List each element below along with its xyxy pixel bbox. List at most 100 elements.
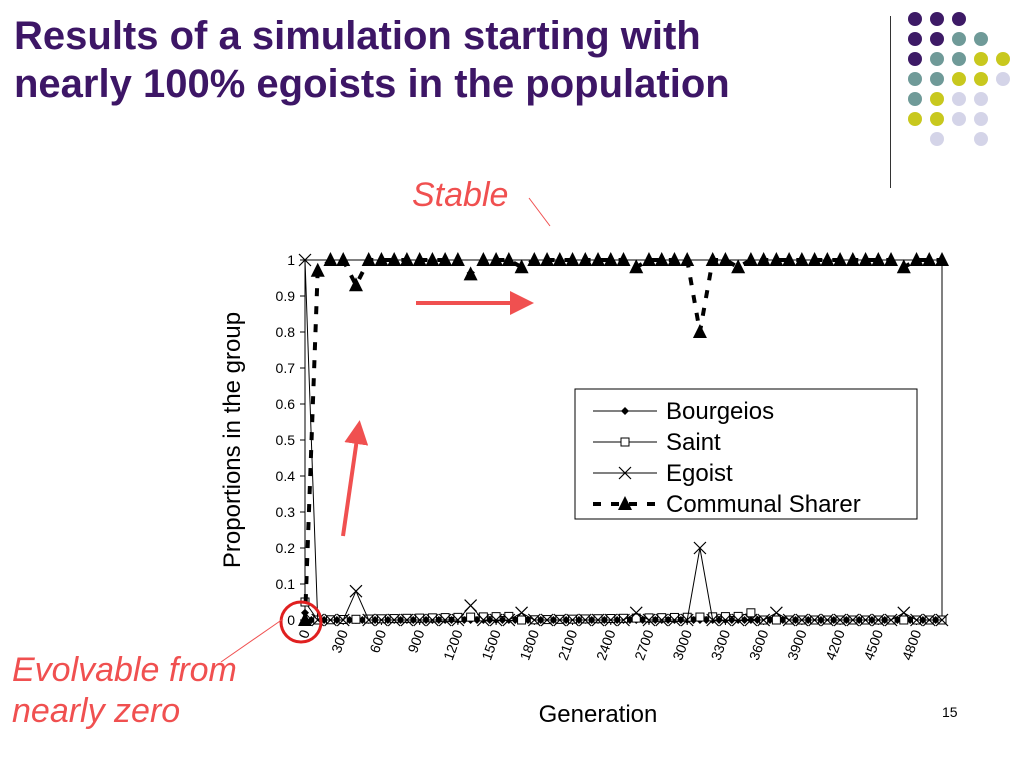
x-tick-label: 3900 xyxy=(784,627,810,662)
data-point-marker xyxy=(553,613,567,627)
data-point-marker xyxy=(680,252,695,266)
data-point-marker xyxy=(351,614,361,624)
data-point-marker xyxy=(743,252,758,266)
data-point-marker xyxy=(922,252,937,266)
data-point-marker xyxy=(438,252,453,266)
y-tick-label: 0.6 xyxy=(276,396,296,412)
data-point-marker xyxy=(336,613,350,627)
data-point-marker xyxy=(744,613,758,627)
legend: Bourgeios Saint Egoist Communal Sharer xyxy=(574,388,918,520)
data-point-marker xyxy=(820,252,835,266)
slide-title-line-1: Results of a simulation starting with xyxy=(14,14,701,58)
data-point-marker xyxy=(476,613,490,627)
data-point-marker xyxy=(896,259,911,274)
decorative-dot xyxy=(930,132,944,146)
decorative-dot xyxy=(908,32,922,46)
data-point-marker xyxy=(502,613,516,627)
data-point-marker xyxy=(808,613,822,627)
data-point-marker xyxy=(415,613,425,623)
decorative-dot xyxy=(908,52,922,66)
data-point-marker xyxy=(476,252,491,266)
data-point-marker xyxy=(718,613,732,627)
data-point-marker xyxy=(438,613,452,627)
series-line xyxy=(304,259,942,621)
data-point-marker xyxy=(884,252,899,266)
data-point-marker xyxy=(514,259,529,274)
page-number: 15 xyxy=(942,704,958,720)
decorative-dot xyxy=(908,112,922,126)
data-point-marker xyxy=(450,252,465,266)
arrow-up xyxy=(341,420,369,537)
x-tick-label: 300 xyxy=(328,627,351,655)
data-point-marker xyxy=(591,613,605,627)
data-point-marker xyxy=(631,613,641,623)
legend-entry: Communal Sharer xyxy=(593,491,861,518)
decorative-dot xyxy=(952,32,966,46)
data-point-marker xyxy=(871,613,885,627)
data-point-marker xyxy=(425,252,440,266)
data-point-marker xyxy=(769,606,783,620)
series-egoist xyxy=(298,253,949,627)
data-point-marker xyxy=(580,614,590,624)
data-point-marker xyxy=(413,613,427,627)
data-point-marker xyxy=(617,613,630,627)
data-point-marker xyxy=(402,613,412,623)
data-point-marker xyxy=(451,613,465,627)
x-tick-label: 2100 xyxy=(555,627,581,662)
data-point-marker xyxy=(412,252,427,266)
data-point-marker xyxy=(618,496,632,510)
data-point-marker xyxy=(362,613,376,627)
x-tick-label: 3000 xyxy=(669,627,695,662)
data-point-marker xyxy=(669,612,679,622)
data-point-marker xyxy=(769,252,784,266)
data-point-marker xyxy=(400,613,414,627)
data-point-marker xyxy=(349,584,363,598)
data-point-marker xyxy=(705,252,720,266)
legend-entry: Saint xyxy=(593,429,721,456)
data-point-marker xyxy=(657,613,667,623)
data-point-marker xyxy=(440,613,450,623)
legend-entry: Bourgeios xyxy=(593,398,774,425)
decorative-dot xyxy=(908,72,922,86)
data-point-marker xyxy=(399,252,414,266)
decorative-dot xyxy=(908,12,922,26)
data-point-marker xyxy=(922,613,936,627)
decorative-dot xyxy=(930,92,944,106)
data-point-marker xyxy=(899,615,909,625)
y-tick-label: 0.2 xyxy=(276,540,296,556)
data-point-marker xyxy=(593,614,603,624)
series-communal-sharer xyxy=(298,252,949,626)
x-tick-label: 1500 xyxy=(478,627,504,662)
data-point-marker xyxy=(693,541,707,555)
data-point-marker xyxy=(795,613,809,627)
data-point-marker xyxy=(629,606,643,620)
data-point-marker xyxy=(489,613,503,627)
data-point-marker xyxy=(603,252,618,266)
data-point-marker xyxy=(348,277,363,292)
x-tick-label: 4800 xyxy=(899,627,925,662)
data-point-marker xyxy=(463,266,478,281)
data-point-marker xyxy=(616,252,631,266)
data-point-marker xyxy=(310,262,325,277)
data-point-marker xyxy=(859,613,872,627)
data-point-marker xyxy=(540,613,554,627)
decorative-dot xyxy=(952,12,966,26)
data-point-marker xyxy=(858,252,873,266)
data-point-marker xyxy=(668,613,681,627)
data-point-marker xyxy=(935,613,949,627)
data-point-marker xyxy=(782,613,796,627)
data-point-marker xyxy=(667,252,682,266)
data-point-marker xyxy=(565,252,580,266)
data-point-marker xyxy=(654,252,669,266)
data-point-marker xyxy=(746,608,756,618)
decorative-dot xyxy=(974,72,988,86)
decorative-dot-grid xyxy=(908,12,1020,172)
data-point-marker xyxy=(515,606,529,620)
data-point-marker xyxy=(578,613,592,627)
data-point-marker xyxy=(871,252,886,266)
decorative-dot xyxy=(930,12,944,26)
data-point-marker xyxy=(427,613,437,623)
data-point-marker xyxy=(833,613,847,627)
x-tick-label: 4500 xyxy=(860,627,886,662)
data-point-marker xyxy=(540,252,555,266)
